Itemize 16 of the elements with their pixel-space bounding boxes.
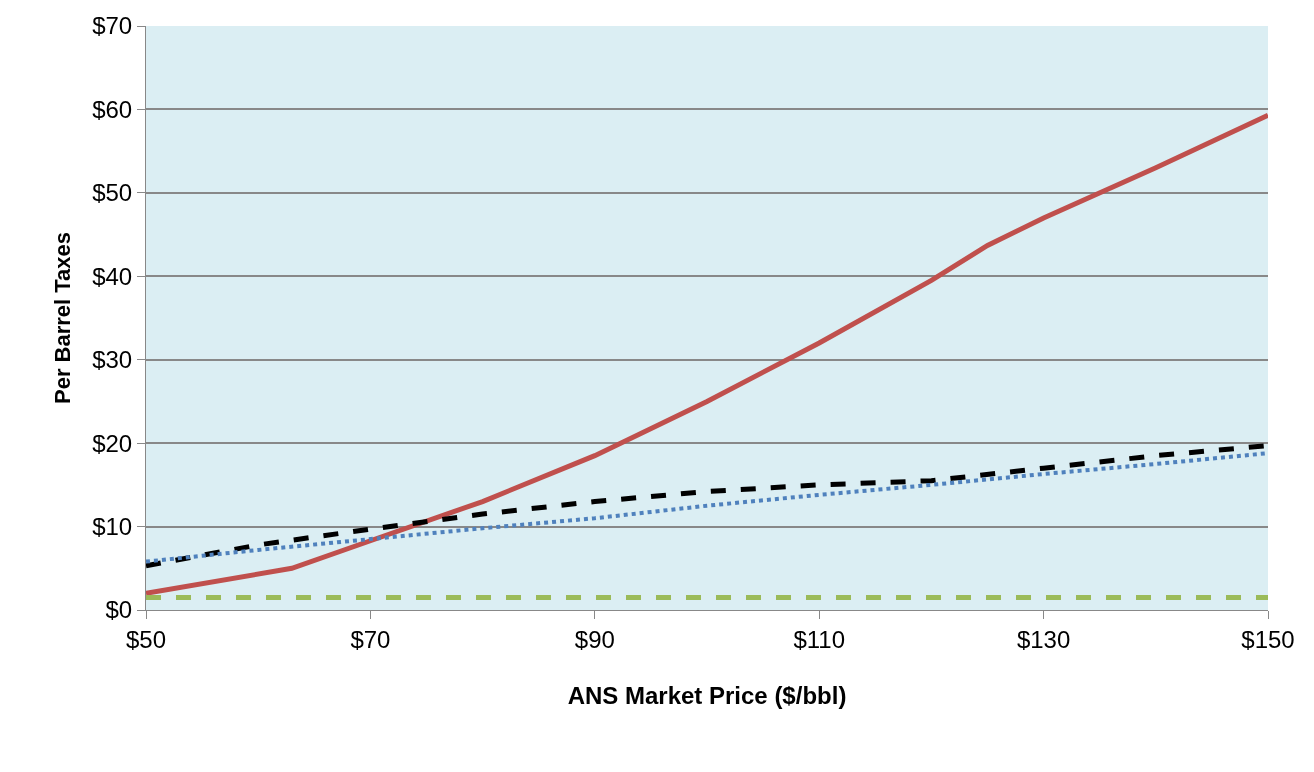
- x-tick-label: $90: [574, 625, 615, 653]
- y-axis-title: Per Barrel Taxes: [49, 231, 75, 405]
- y-tick-label: $60: [92, 95, 133, 123]
- x-tick-label: $110: [793, 625, 845, 653]
- x-tick-label: $50: [125, 625, 167, 653]
- y-tick-label: $70: [92, 12, 133, 40]
- y-tick-label: $30: [92, 346, 133, 374]
- y-tick-label: $20: [92, 429, 133, 457]
- x-tick-label: $130: [1016, 625, 1071, 653]
- x-axis-title: ANS Market Price ($/bbl): [567, 682, 847, 710]
- y-tick-label: $10: [92, 512, 133, 540]
- x-tick-label: $70: [350, 625, 391, 653]
- y-tick-label: $50: [92, 179, 133, 207]
- x-tick-label: $150: [1241, 625, 1295, 653]
- y-tick-label: $0: [105, 596, 133, 624]
- y-tick-label: $40: [92, 262, 133, 290]
